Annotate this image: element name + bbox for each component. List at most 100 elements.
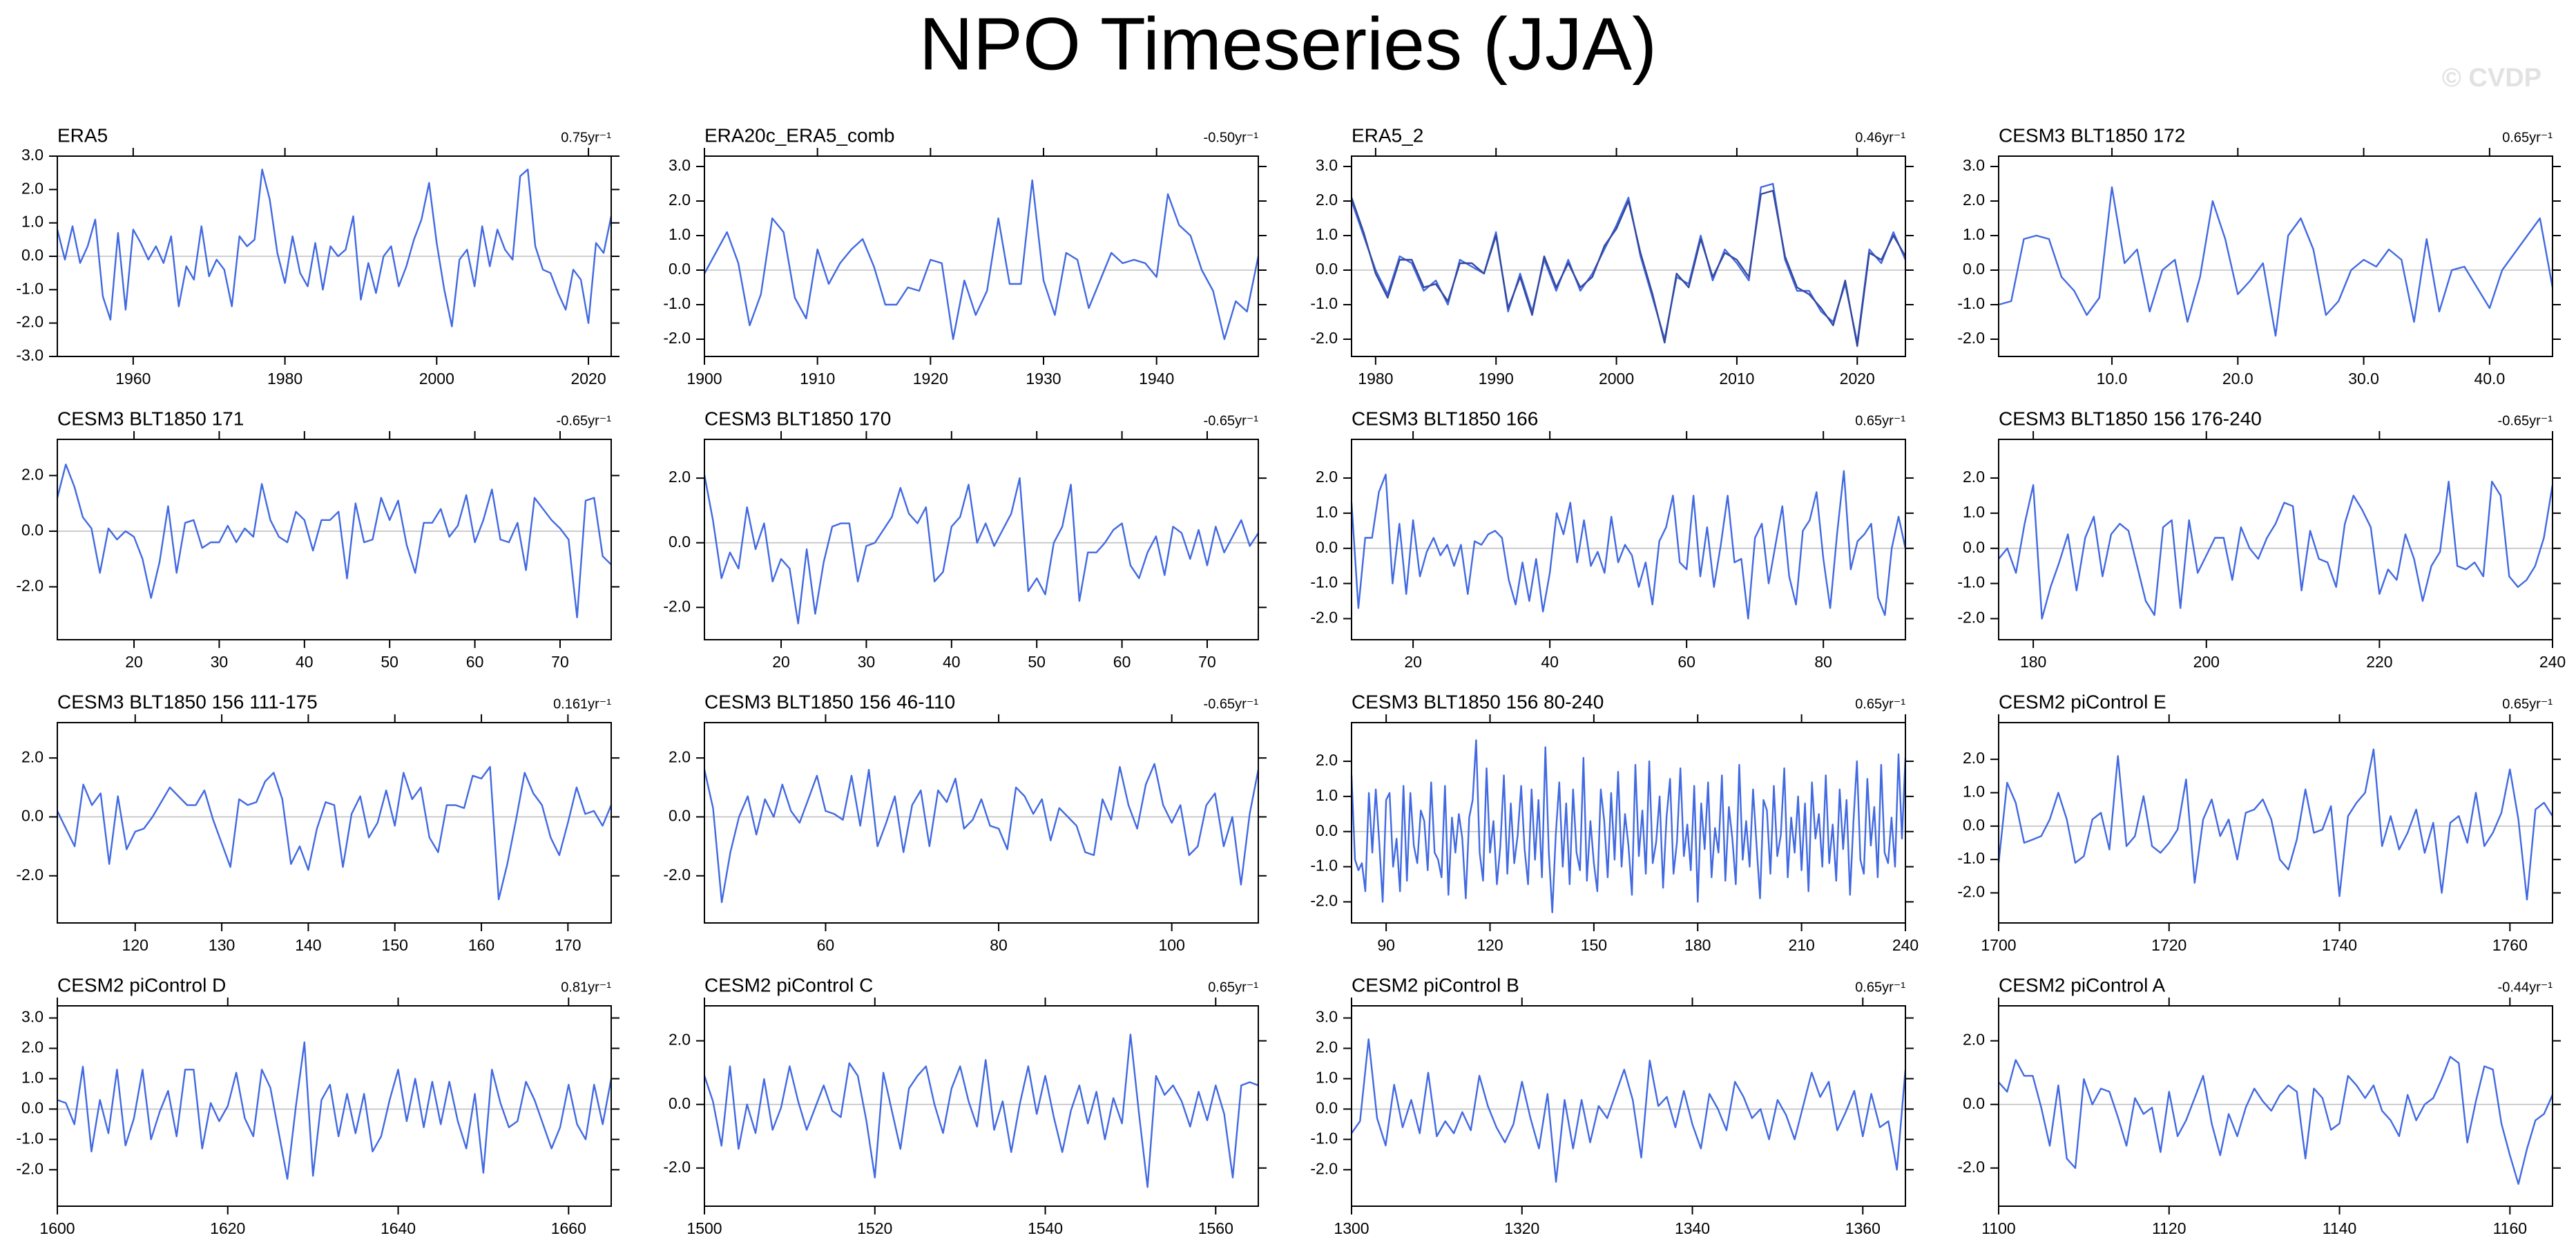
x-tick-label: 180 — [1684, 936, 1711, 954]
x-tick-label: 2020 — [570, 370, 606, 388]
x-tick-label: 1700 — [1981, 936, 2016, 954]
y-tick-label: -2.0 — [16, 577, 44, 595]
y-tick-label: -2.0 — [16, 1159, 44, 1177]
x-tick-label: 130 — [209, 936, 235, 954]
y-tick-label: 3.0 — [21, 146, 44, 164]
plot-frame — [704, 1005, 1259, 1207]
x-tick-label: 30 — [858, 653, 876, 671]
plot-frame — [1998, 1005, 2553, 1207]
x-tick-label: 1100 — [1981, 1219, 2015, 1237]
panel-title: CESM2 piControl A — [1999, 974, 2166, 995]
y-tick-label: -2.0 — [1310, 1159, 1338, 1177]
x-tick-label: 70 — [1198, 653, 1216, 671]
series-line — [1998, 186, 2554, 337]
x-tick-label: 1920 — [913, 370, 948, 388]
x-tick-label: 60 — [1113, 653, 1131, 671]
y-tick-label: 0.0 — [669, 1094, 691, 1112]
x-tick-label: 1160 — [2493, 1219, 2527, 1237]
x-tick-label: 80 — [990, 936, 1008, 954]
y-tick-label: 0.0 — [1316, 538, 1338, 556]
x-tick-label: 20 — [125, 653, 143, 671]
y-tick-label: -2.0 — [1957, 1158, 1985, 1176]
x-tick-label: 120 — [122, 936, 148, 954]
plot-frame — [704, 155, 1259, 357]
panel-title: CESM2 piControl B — [1352, 974, 1519, 995]
trend-label: 0.65yr⁻¹ — [2502, 696, 2553, 712]
plot-frame — [704, 439, 1259, 640]
x-tick-label: 80 — [1814, 653, 1832, 671]
x-tick-label: 100 — [1159, 936, 1185, 954]
y-tick-label: -1.0 — [1310, 573, 1338, 591]
y-tick-label: 0.0 — [21, 246, 44, 264]
x-tick-label: 170 — [555, 936, 581, 954]
x-tick-label: 1540 — [1028, 1219, 1063, 1237]
y-tick-label: -1.0 — [1957, 849, 1985, 867]
panel-title: CESM2 piControl D — [57, 974, 226, 995]
y-tick-label: 2.0 — [669, 747, 691, 765]
series-line — [1350, 470, 1907, 620]
x-tick-label: 240 — [1892, 936, 1919, 954]
trend-label: 0.75yr⁻¹ — [561, 130, 611, 145]
plot-frame — [1998, 155, 2553, 357]
series-line — [56, 765, 613, 901]
series-line — [56, 169, 613, 327]
series-line — [57, 1041, 613, 1180]
x-tick-label: 210 — [1788, 936, 1814, 954]
x-tick-label: 180 — [2020, 653, 2046, 671]
x-tick-label: 220 — [2366, 653, 2392, 671]
y-tick-label: 1.0 — [669, 225, 691, 243]
y-tick-label: 0.0 — [669, 807, 691, 825]
y-tick-label: 1.0 — [1963, 225, 1985, 243]
x-tick-label: 40 — [1541, 653, 1559, 671]
y-tick-label: -2.0 — [1957, 883, 1985, 901]
x-tick-label: 120 — [1477, 936, 1503, 954]
x-tick-label: 20 — [1404, 653, 1422, 671]
y-tick-label: 0.0 — [21, 1098, 44, 1116]
y-tick-label: 2.0 — [1316, 1038, 1338, 1056]
y-tick-label: -2.0 — [663, 329, 691, 347]
x-tick-label: 1340 — [1675, 1219, 1710, 1237]
trend-label: 0.65yr⁻¹ — [1855, 696, 1905, 712]
x-tick-label: 1660 — [551, 1219, 586, 1237]
y-tick-label: 0.0 — [21, 807, 44, 825]
x-tick-label: 1640 — [381, 1219, 416, 1237]
plot-frame — [1998, 439, 2553, 640]
y-tick-label: -1.0 — [16, 1129, 44, 1147]
x-tick-label: 1910 — [800, 370, 835, 388]
y-tick-label: 2.0 — [1963, 191, 1985, 209]
x-tick-label: 1980 — [1358, 370, 1393, 388]
panel-title: CESM3 BLT1850 156 176-240 — [1999, 408, 2262, 429]
x-tick-label: 160 — [468, 936, 494, 954]
y-tick-label: -2.0 — [663, 1158, 691, 1176]
panel-title: CESM3 BLT1850 156 111-175 — [57, 691, 318, 712]
y-tick-label: 1.0 — [1316, 786, 1338, 804]
x-tick-label: 1500 — [686, 1219, 722, 1237]
plot-frame — [57, 155, 612, 357]
y-tick-label: -2.0 — [1310, 609, 1338, 627]
x-tick-label: 50 — [1028, 653, 1046, 671]
x-tick-label: 2010 — [1719, 370, 1754, 388]
x-tick-label: 40 — [943, 653, 961, 671]
series-line — [703, 763, 1260, 904]
y-tick-label: 2.0 — [1963, 749, 1985, 767]
panel-title: ERA5 — [57, 124, 108, 146]
x-tick-label: 1360 — [1845, 1219, 1881, 1237]
y-tick-label: -1.0 — [1310, 857, 1338, 875]
y-tick-label: 1.0 — [21, 1069, 44, 1087]
x-tick-label: 50 — [381, 653, 398, 671]
x-tick-label: 2020 — [1840, 370, 1875, 388]
y-tick-label: 3.0 — [669, 156, 691, 174]
x-tick-label: 90 — [1377, 936, 1395, 954]
trend-label: 0.81yr⁻¹ — [561, 980, 611, 995]
y-tick-label: 2.0 — [21, 465, 44, 483]
y-tick-label: 2.0 — [21, 747, 44, 765]
x-tick-label: 60 — [817, 936, 835, 954]
x-tick-label: 10.0 — [2097, 370, 2128, 388]
y-tick-label: 0.0 — [669, 260, 691, 278]
x-tick-label: 200 — [2193, 653, 2220, 671]
x-tick-label: 2000 — [419, 370, 454, 388]
series-line — [703, 179, 1260, 341]
x-tick-label: 1740 — [2322, 936, 2357, 954]
plot-frame — [57, 1005, 612, 1207]
